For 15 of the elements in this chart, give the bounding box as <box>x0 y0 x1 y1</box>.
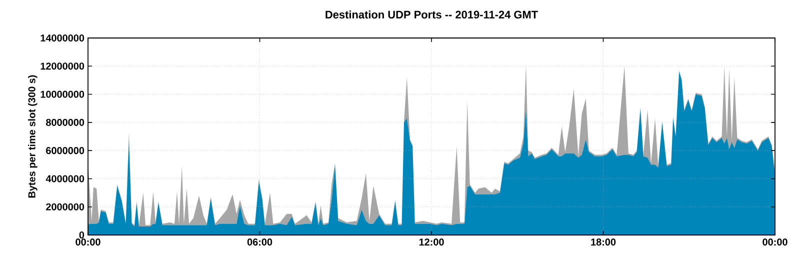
x-tick-label: 18:00 <box>591 238 616 246</box>
y-tick-label: 14000000 <box>40 34 84 42</box>
x-tick-label: 12:00 <box>419 238 444 246</box>
y-tick-label: 0 <box>79 231 84 239</box>
y-axis-title: Bytes per time slot (300 s) <box>28 75 38 198</box>
y-tick-label: 2000000 <box>46 203 84 210</box>
y-tick-label: 12000000 <box>40 62 84 70</box>
x-tick-label: 00:00 <box>762 238 788 246</box>
y-tick-label: 8000000 <box>46 118 84 126</box>
y-tick-label: 4000000 <box>46 175 84 182</box>
x-tick-label: 06:00 <box>247 238 272 246</box>
y-tick-label: 10000000 <box>40 90 84 98</box>
y-tick-label: 6000000 <box>46 147 84 154</box>
x-tick-label: 00:00 <box>76 238 100 246</box>
chart-title: Destination UDP Ports -- 2019-11-24 GMT <box>326 10 538 19</box>
